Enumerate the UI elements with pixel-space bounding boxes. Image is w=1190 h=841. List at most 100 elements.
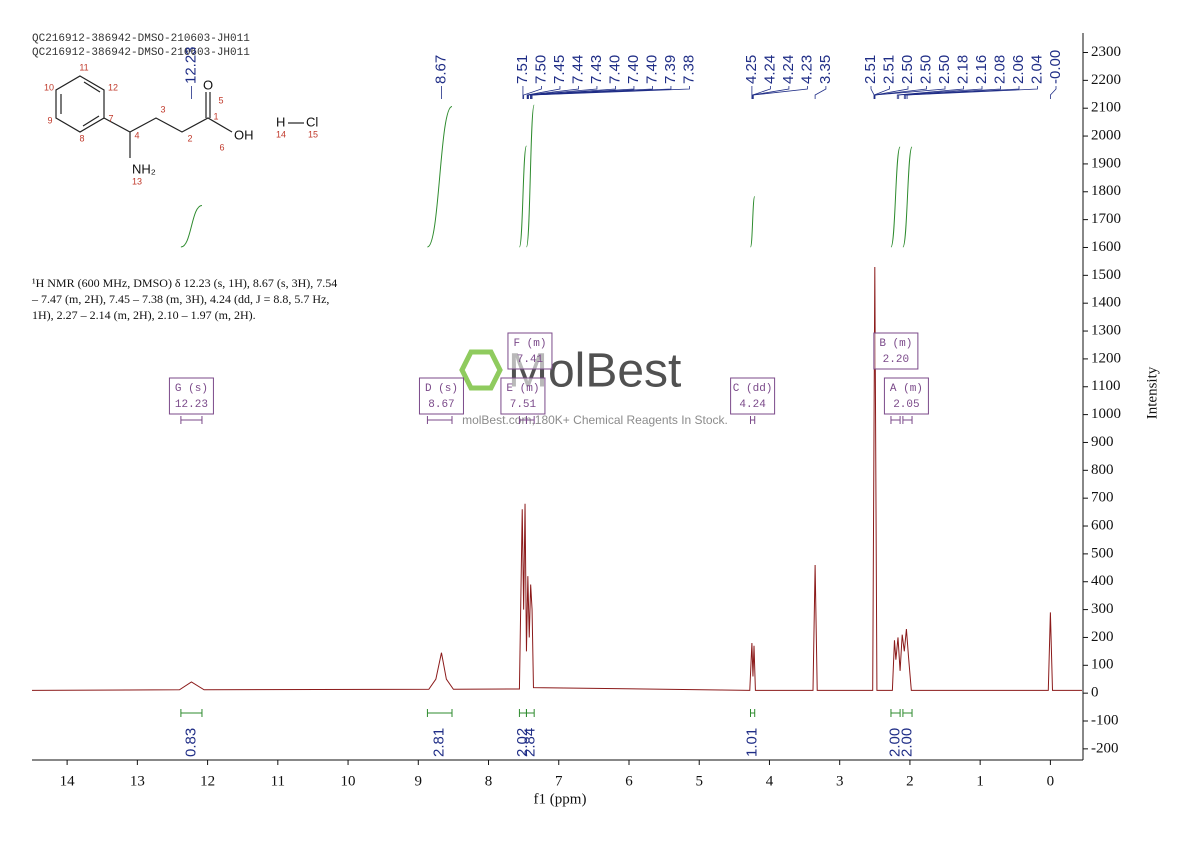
peak-label: 2.18 [954,55,971,84]
peak-label-leader [528,86,598,99]
description-line: – 7.47 (m, 2H), 7.45 – 7.38 (m, 3H), 4.2… [31,292,329,306]
multiplet-name: F (m) [513,338,546,350]
atom-number: 6 [219,142,224,152]
multiplet-name: G (s) [175,383,208,395]
peak-label: 7.51 [514,55,531,84]
peak-label: 4.23 [798,55,815,84]
bond [82,115,100,127]
atom-number: 10 [44,82,54,92]
integral-label: 2.00 [886,728,903,757]
peak-label: 4.24 [780,55,797,84]
atom: Cl [306,114,318,129]
integral-range [426,709,453,717]
multiplet-box [873,332,919,370]
peak-label-leader [903,86,1001,99]
integral-curve [890,146,901,248]
integral-range [518,709,527,717]
x-tick-label: 7 [555,773,563,789]
x-tick-label: 10 [341,773,356,789]
integral-label: 2.81 [431,728,448,757]
peak-label: 4.24 [761,55,778,84]
atom-number: 2 [187,133,192,143]
peak-label: 7.40 [606,55,623,84]
y-tick-label: 1800 [1091,183,1121,199]
watermark-logo [459,349,503,391]
integral-curve [750,196,756,248]
multiplet-shift: 4.24 [739,399,766,411]
y-tick-label: -100 [1091,712,1119,728]
peak-label-leader [526,86,561,99]
peak-label: 2.08 [991,55,1008,84]
integral-label: 1.01 [744,728,761,757]
multiplet-name: A (m) [890,383,923,395]
peak-label: -0.00 [1047,50,1064,84]
y-tick-label: 1300 [1091,322,1121,338]
y-tick-label: 200 [1091,629,1114,645]
x-tick-label: 0 [1047,773,1055,789]
peak-label: 7.38 [680,55,697,84]
multiplet-name: E (m) [506,383,539,395]
atom-number: 15 [308,129,318,139]
multiplet-shift: 2.20 [883,354,909,366]
peak-label: 7.44 [569,55,586,84]
multiplet-box [730,377,776,415]
atom: H [276,114,285,129]
multiplet-box [883,377,929,415]
atom: NH₂ [132,161,156,176]
peak-label-leader [906,86,1038,99]
x-tick-label: 1 [976,773,984,789]
peak-label-leader [527,86,579,99]
integral-range [890,416,901,424]
multiplet-name: B (m) [879,338,912,350]
integral-range [902,709,913,717]
multiplet-shift: 7.41 [517,354,544,366]
bond [83,81,101,93]
atom-number: 4 [134,130,139,140]
atom-number: 14 [276,129,286,139]
y-tick-label: 800 [1091,462,1114,478]
x-tick-label: 13 [130,773,145,789]
integral-curve [518,145,527,248]
x-axis-label: f1 (ppm) [534,791,587,807]
y-tick-label: 700 [1091,490,1114,506]
peak-label: 7.45 [551,55,568,84]
y-tick-label: 2300 [1091,44,1121,60]
integral-label: 2.00 [898,728,915,757]
multiplet-box [418,377,464,415]
y-tick-label: 1400 [1091,295,1121,311]
peak-label: 2.50 [936,55,953,84]
bond [55,75,105,133]
y-tick-label: 1000 [1091,406,1121,422]
x-tick-label: 12 [200,773,215,789]
integral-curve [902,146,913,248]
multiplet-name: D (s) [425,383,458,395]
multiplet-shift: 8.67 [428,399,454,411]
x-tick-label: 4 [766,773,774,789]
peak-label: 4.25 [743,55,760,84]
multiplet-shift: 12.23 [175,399,208,411]
peak-label: 7.40 [625,55,642,84]
peak-label: 2.16 [973,55,990,84]
integral-curve [180,205,203,248]
x-tick-label: 2 [906,773,914,789]
peak-label: 3.35 [817,55,834,84]
peak-label-leader [873,86,890,99]
atom-number: 3 [160,104,165,114]
x-tick-label: 14 [60,773,76,789]
y-tick-label: 1600 [1091,239,1121,255]
y-tick-label: 2000 [1091,127,1121,143]
y-tick-label: 2100 [1091,100,1121,116]
y-tick-label: 400 [1091,573,1114,589]
atom-number: 8 [79,133,84,143]
peak-label: 2.51 [862,55,879,84]
spectrum [31,266,1082,691]
integral-curve [525,104,535,248]
peak-label: 7.40 [643,55,660,84]
y-tick-label: 1500 [1091,267,1121,283]
integral-label: 0.83 [182,728,199,757]
y-tick-label: 300 [1091,601,1114,617]
peak-label: 2.06 [1010,55,1027,84]
integral-range [902,416,913,424]
y-tick-label: 500 [1091,545,1114,561]
y-tick-label: 1200 [1091,350,1121,366]
